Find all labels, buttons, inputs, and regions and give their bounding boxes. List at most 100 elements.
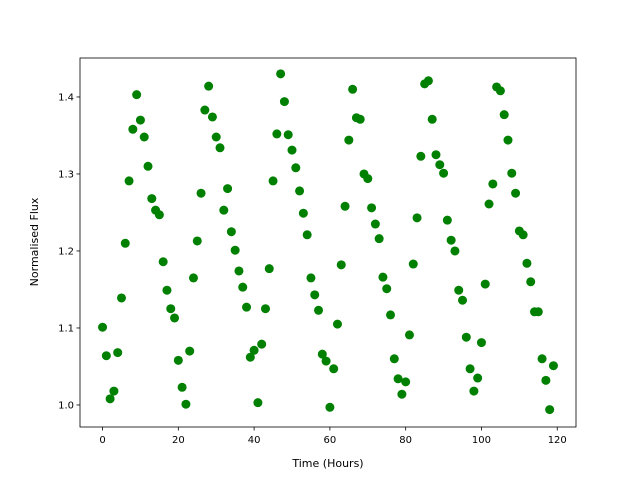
point bbox=[325, 402, 335, 412]
point bbox=[427, 114, 437, 124]
point bbox=[416, 151, 426, 161]
point bbox=[537, 354, 547, 364]
point bbox=[469, 386, 479, 396]
point bbox=[435, 160, 445, 170]
point bbox=[382, 284, 392, 294]
point bbox=[461, 332, 471, 342]
point bbox=[211, 132, 221, 142]
point bbox=[386, 310, 396, 320]
y-tick-label: 1.4 bbox=[58, 92, 74, 103]
point bbox=[488, 179, 498, 189]
point bbox=[348, 84, 358, 94]
point bbox=[499, 110, 509, 120]
point bbox=[545, 405, 555, 415]
point bbox=[283, 130, 293, 140]
point bbox=[98, 322, 108, 332]
point bbox=[170, 313, 180, 323]
point bbox=[162, 285, 172, 295]
point bbox=[116, 293, 126, 303]
point bbox=[442, 215, 452, 225]
point bbox=[295, 186, 305, 196]
point bbox=[276, 69, 286, 79]
point bbox=[355, 114, 365, 124]
point bbox=[412, 213, 422, 223]
point bbox=[166, 304, 176, 314]
point bbox=[389, 354, 399, 364]
point bbox=[124, 176, 134, 186]
point bbox=[450, 246, 460, 256]
point bbox=[393, 374, 403, 384]
point bbox=[404, 330, 414, 340]
point bbox=[291, 163, 301, 173]
point bbox=[204, 81, 214, 91]
point bbox=[154, 210, 164, 220]
point bbox=[310, 290, 320, 300]
point bbox=[503, 135, 513, 145]
point bbox=[260, 304, 270, 314]
point bbox=[113, 348, 123, 358]
point bbox=[120, 238, 130, 248]
point bbox=[401, 377, 411, 387]
point bbox=[143, 161, 153, 171]
point bbox=[522, 258, 532, 268]
y-axis-label: Normalised Flux bbox=[28, 197, 41, 286]
point bbox=[109, 386, 119, 396]
point bbox=[128, 124, 138, 134]
point bbox=[234, 266, 244, 276]
point bbox=[511, 188, 521, 198]
point bbox=[423, 76, 433, 86]
x-tick-label: 40 bbox=[248, 435, 261, 446]
y-tick-label: 1.3 bbox=[58, 169, 74, 180]
point bbox=[242, 302, 252, 312]
point bbox=[397, 389, 407, 399]
x-tick-label: 0 bbox=[99, 435, 105, 446]
point bbox=[408, 259, 418, 269]
point bbox=[336, 260, 346, 270]
point bbox=[484, 199, 494, 209]
point bbox=[302, 230, 312, 240]
point bbox=[147, 194, 157, 204]
point bbox=[249, 345, 259, 355]
point bbox=[215, 143, 225, 153]
point bbox=[200, 105, 210, 115]
point bbox=[223, 184, 233, 194]
point bbox=[344, 135, 354, 145]
point bbox=[132, 90, 142, 100]
point bbox=[268, 176, 278, 186]
point bbox=[185, 346, 195, 356]
point bbox=[465, 364, 475, 374]
point bbox=[181, 399, 191, 409]
point bbox=[238, 282, 248, 292]
point bbox=[367, 203, 377, 213]
y-tick-label: 1.0 bbox=[58, 400, 74, 411]
point bbox=[226, 227, 236, 237]
point bbox=[257, 339, 267, 349]
point bbox=[480, 279, 490, 289]
point bbox=[230, 245, 240, 255]
point bbox=[135, 115, 145, 125]
point bbox=[329, 364, 339, 374]
point bbox=[378, 272, 388, 282]
point bbox=[363, 174, 373, 184]
point bbox=[518, 230, 528, 240]
point bbox=[507, 168, 517, 178]
point bbox=[495, 86, 505, 96]
point bbox=[314, 305, 324, 315]
point bbox=[177, 382, 187, 392]
point bbox=[439, 168, 449, 178]
point bbox=[317, 349, 327, 359]
point bbox=[105, 394, 115, 404]
point bbox=[207, 112, 217, 122]
point bbox=[158, 257, 168, 267]
point bbox=[298, 208, 308, 218]
plot-frame bbox=[79, 57, 577, 428]
point bbox=[548, 361, 558, 371]
point bbox=[192, 236, 202, 246]
point bbox=[533, 307, 543, 317]
point bbox=[473, 373, 483, 383]
point bbox=[279, 97, 289, 107]
point bbox=[139, 132, 149, 142]
x-axis-label: Time (Hours) bbox=[291, 457, 363, 470]
